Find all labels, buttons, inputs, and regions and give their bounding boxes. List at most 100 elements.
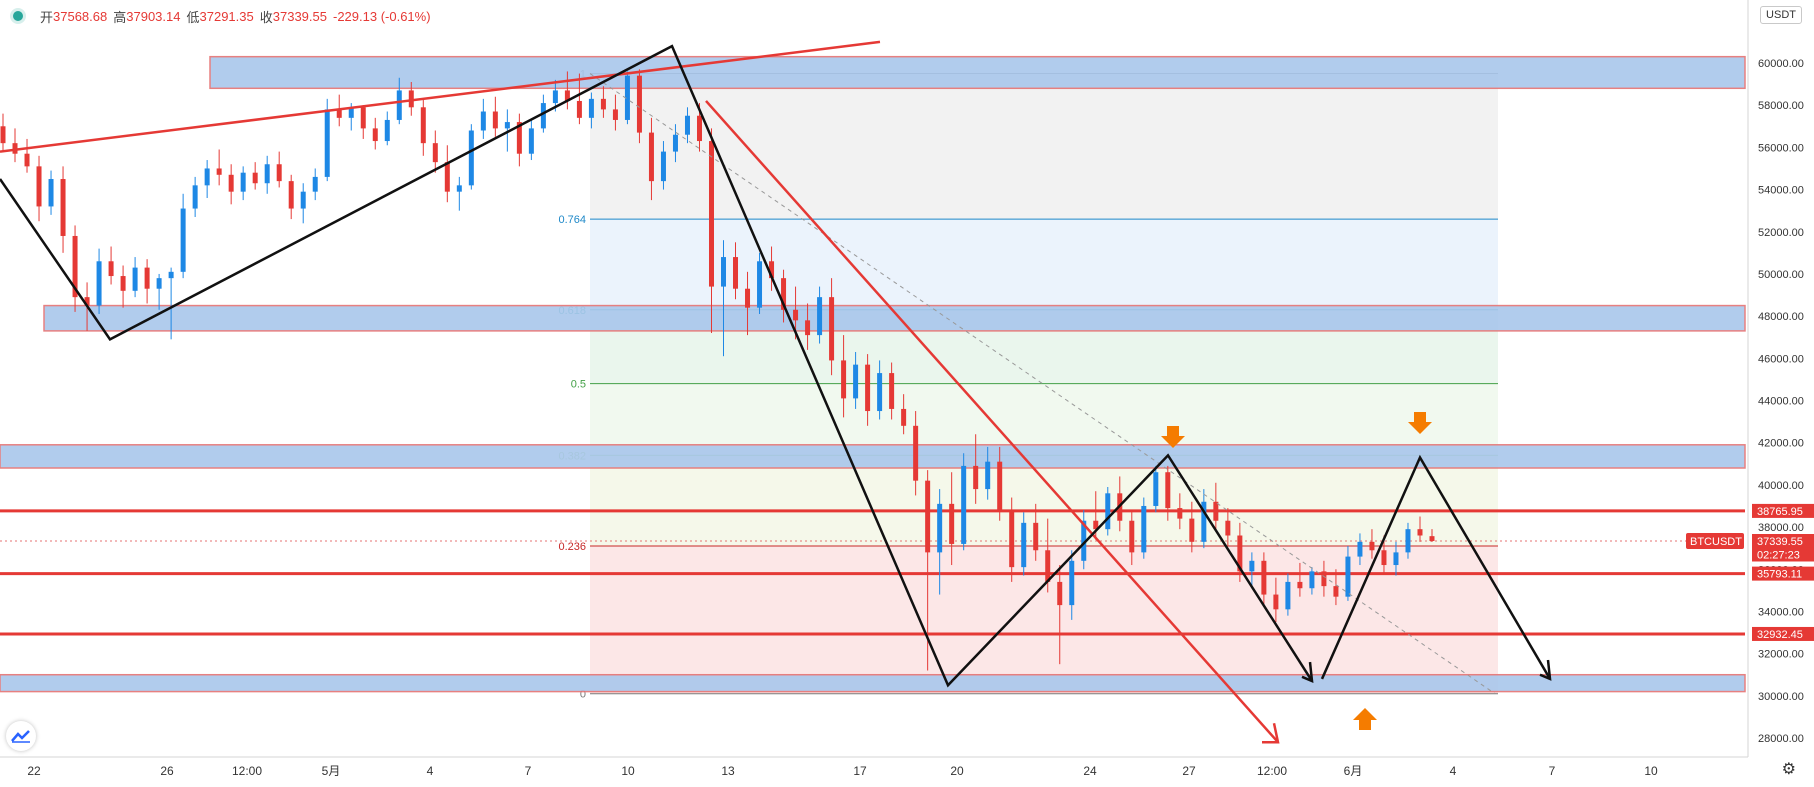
time-axis-tick: 7: [1549, 764, 1556, 778]
candle-body: [1249, 560, 1255, 572]
candle-body: [1213, 501, 1219, 521]
price-axis-tick: 42000.00: [1758, 438, 1804, 450]
candle-body: [913, 425, 919, 481]
candle-body: [696, 115, 702, 142]
wave-path-1: [0, 44, 1314, 688]
candle-body: [48, 179, 54, 207]
candle-body: [0, 126, 6, 144]
time-axis-tick: 7: [525, 764, 532, 778]
time-axis-tick: 26: [160, 764, 174, 778]
wave-path-2: [1320, 454, 1552, 680]
candle-body: [384, 119, 390, 142]
price-label: 38765.95: [1757, 506, 1803, 518]
candle-body: [168, 271, 174, 279]
fib-band: [590, 455, 1498, 547]
candle-body: [468, 130, 474, 186]
fib-level-label: 0: [580, 689, 586, 701]
price-axis-tick: 58000.00: [1758, 100, 1804, 112]
price-axis-tick: 56000.00: [1758, 142, 1804, 154]
price-label-bg: [1752, 533, 1814, 548]
low-label: 低: [186, 9, 200, 25]
candle-body: [420, 107, 426, 144]
price-axis-tick: 52000.00: [1758, 227, 1804, 239]
price-axis-bg: [1748, 0, 1814, 787]
candle-body: [324, 109, 330, 177]
sell-signal-arrow-icon: [1161, 426, 1185, 448]
candle-body: [1285, 581, 1291, 610]
candle-body: [1393, 552, 1399, 566]
time-axis-tick: 20: [950, 764, 964, 778]
support-zone: [209, 55, 1746, 90]
candle-body: [865, 364, 871, 412]
candle-body: [156, 278, 162, 289]
candle-body: [360, 107, 366, 129]
time-axis-tick: 6月: [1344, 764, 1363, 778]
open-value: 37568.68: [53, 8, 108, 24]
candle-body: [1021, 522, 1027, 568]
candle-body: [757, 261, 763, 308]
candle-body: [853, 364, 859, 399]
candle-body: [745, 288, 751, 308]
candle-body: [1333, 586, 1339, 597]
candle-body: [120, 276, 126, 291]
candle-body: [1261, 560, 1267, 595]
tradingview-logo-icon[interactable]: [6, 721, 36, 751]
candle-body: [576, 100, 582, 118]
price-axis-tick: 30000.00: [1758, 691, 1804, 703]
price-label: 32932.45: [1757, 629, 1803, 641]
candle-body: [1165, 472, 1171, 509]
candle-body: [348, 107, 354, 118]
candle-body: [1297, 581, 1303, 589]
wave-arrowhead-1: [1301, 661, 1314, 684]
fib-level-label: 0.236: [558, 541, 586, 553]
price-axis-tick: 40000.00: [1758, 480, 1804, 492]
candle-body: [1045, 550, 1051, 582]
candle-body: [1309, 571, 1315, 589]
candle-body: [396, 90, 402, 120]
settings-gear-icon[interactable]: ⚙: [1781, 761, 1796, 778]
close-label: 收: [259, 9, 273, 25]
candle-body: [901, 408, 907, 426]
time-axis-tick: 4: [1450, 764, 1457, 778]
price-label-bg: [1752, 566, 1814, 581]
price-axis-tick: 60000.00: [1758, 58, 1804, 70]
price-axis-tick: 54000.00: [1758, 185, 1804, 197]
time-axis-tick: 13: [721, 764, 735, 778]
candle-body: [937, 503, 943, 553]
fib-band: [590, 219, 1498, 310]
candle-body: [1141, 505, 1147, 553]
candle-body: [1081, 520, 1087, 561]
candle-body: [528, 128, 534, 154]
currency-selector[interactable]: USDT: [1760, 6, 1802, 24]
candle-body: [660, 151, 666, 182]
candle-body: [805, 320, 811, 336]
price-axis-tick: 50000.00: [1758, 269, 1804, 281]
time-axis-tick: 17: [853, 764, 867, 778]
candle-body: [733, 257, 739, 289]
candle-body: [612, 109, 618, 120]
fib-band: [590, 546, 1498, 694]
candle-body: [841, 360, 847, 399]
candle-body: [228, 174, 234, 192]
candle-body: [180, 208, 186, 272]
price-label: 37339.55: [1757, 536, 1803, 548]
price-axis-tick: 48000.00: [1758, 311, 1804, 323]
sell-signal-arrow-icon: [1408, 412, 1432, 434]
candle-body: [1189, 518, 1195, 542]
wave-arrowhead-2: [1539, 659, 1552, 681]
time-axis-tick: 10: [1644, 764, 1658, 778]
candle-body: [540, 103, 546, 129]
candle-body: [564, 90, 570, 101]
candle-body: [721, 257, 727, 287]
fib-level-label: 0.5: [571, 379, 586, 391]
candle-body: [684, 115, 690, 135]
candle-body: [1129, 520, 1135, 553]
candle-body: [1273, 594, 1279, 610]
candle-body: [1105, 493, 1111, 530]
candle-body: [1345, 556, 1351, 597]
candle-body: [1177, 508, 1183, 519]
candle-body: [72, 235, 78, 298]
candle-body: [1201, 501, 1207, 542]
